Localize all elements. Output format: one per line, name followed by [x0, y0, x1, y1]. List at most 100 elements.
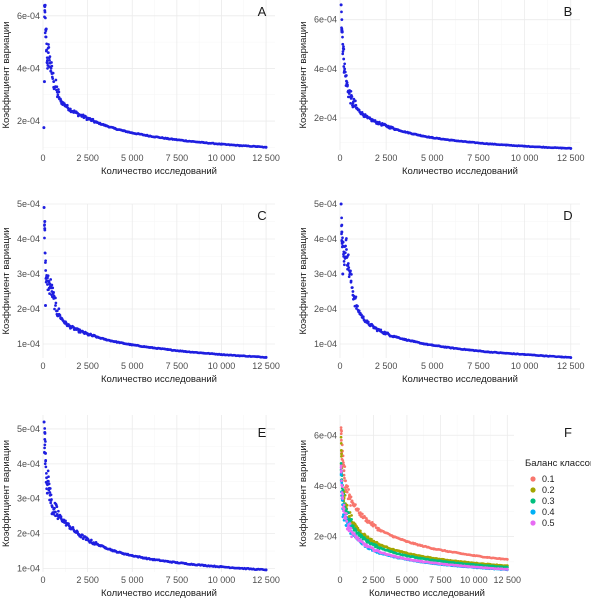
data-point: [112, 340, 116, 343]
data-point: [341, 272, 345, 276]
series-main: [43, 427, 268, 572]
data-point: [405, 551, 409, 555]
panel-C: 0 2 500 5 000 7 500 10 000 12 500 1e-04 2e-04 3e…: [1, 199, 280, 385]
x-tick-label: 10 000: [511, 361, 539, 371]
data-point: [43, 443, 47, 447]
data-point: [340, 455, 343, 458]
panel-F: 0 2 500 5 000 7 500 10 000 12 500 2e-04 4e-04 6e…: [298, 415, 591, 599]
y-axis-label: Коэффициент вариации: [298, 21, 309, 128]
data-point: [486, 350, 490, 354]
data-point: [340, 230, 344, 234]
data-point: [523, 353, 527, 356]
data-point: [45, 476, 48, 480]
data-point: [49, 501, 53, 505]
data-point: [343, 251, 347, 255]
data-point: [49, 286, 53, 290]
data-point: [356, 536, 360, 540]
series-main: [43, 4, 268, 149]
data-point: [95, 542, 98, 546]
x-tick-label: 7 500: [429, 575, 452, 585]
data-point: [366, 116, 370, 120]
data-point: [341, 488, 345, 492]
data-point: [202, 563, 206, 567]
data-point: [541, 354, 545, 358]
data-point: [44, 35, 48, 39]
x-axis-label: Количество исследований: [402, 166, 518, 177]
legend-label: 0.2: [542, 485, 555, 495]
data-point: [485, 555, 489, 559]
data-point: [43, 223, 46, 226]
data-point: [449, 138, 453, 142]
data-point: [405, 540, 409, 544]
data-point: [560, 146, 563, 150]
series-0.2: [339, 435, 509, 568]
data-point: [393, 127, 397, 131]
y-tick-label: 1e-04: [17, 339, 40, 349]
data-point: [49, 70, 53, 73]
data-point: [347, 269, 351, 272]
data-point: [45, 487, 48, 491]
data-point: [340, 479, 343, 483]
data-point: [121, 552, 125, 555]
data-point: [43, 3, 47, 7]
data-point: [339, 441, 343, 445]
y-axis-label: Коэффициент вариации: [298, 440, 309, 547]
data-point: [541, 145, 545, 149]
data-point: [346, 89, 350, 93]
panel-E: 0 2 500 5 000 7 500 10 000 12 500 1e-04 2e-04 3e…: [1, 415, 280, 599]
data-point: [418, 556, 422, 560]
data-point: [405, 554, 409, 558]
data-point: [184, 562, 188, 566]
data-point: [354, 99, 357, 103]
data-point: [52, 80, 56, 83]
data-point: [459, 564, 462, 568]
data-point: [341, 42, 345, 46]
data-point: [50, 504, 54, 508]
data-point: [42, 126, 46, 130]
data-point: [43, 227, 47, 230]
data-point: [345, 84, 349, 88]
data-point: [343, 514, 347, 518]
data-point: [370, 521, 374, 524]
data-point: [342, 255, 346, 258]
data-point: [342, 509, 345, 513]
data-point: [342, 507, 346, 511]
data-point: [403, 338, 407, 341]
x-axis-label: Количество исследований: [101, 374, 217, 385]
data-point: [43, 446, 46, 450]
data-point: [345, 237, 348, 240]
legend-key: [530, 487, 536, 493]
data-point: [55, 90, 59, 94]
data-point: [46, 469, 50, 473]
data-point: [485, 564, 489, 568]
outlier-points: [42, 206, 49, 307]
data-point: [112, 549, 116, 553]
data-point: [112, 127, 116, 130]
x-tick-label: 2 500: [362, 575, 385, 585]
data-point: [50, 290, 54, 293]
y-tick-label: 1e-04: [314, 339, 337, 349]
series-0.5: [339, 464, 509, 571]
data-point: [351, 526, 355, 530]
data-point: [361, 512, 364, 516]
x-tick-label: 2 500: [76, 361, 99, 371]
data-point: [95, 335, 98, 339]
data-point: [255, 567, 259, 571]
x-tick-label: 5 000: [421, 153, 444, 163]
data-point: [104, 124, 107, 127]
data-point: [504, 351, 508, 355]
data-point: [358, 533, 362, 537]
data-point: [375, 121, 379, 124]
data-point: [341, 240, 345, 244]
data-point: [43, 427, 47, 430]
data-point: [48, 292, 51, 295]
data-point: [42, 80, 46, 84]
y-tick-label: 6e-04: [314, 15, 337, 25]
data-point: [339, 3, 343, 7]
data-point: [50, 72, 54, 76]
data-point: [47, 43, 50, 46]
panel-B: 0 2 500 5 000 7 500 10 000 12 500 2e-04 4e-04 6e…: [298, 0, 585, 177]
data-point: [358, 539, 362, 543]
x-tick-label: 0: [337, 361, 342, 371]
data-point: [342, 65, 346, 68]
